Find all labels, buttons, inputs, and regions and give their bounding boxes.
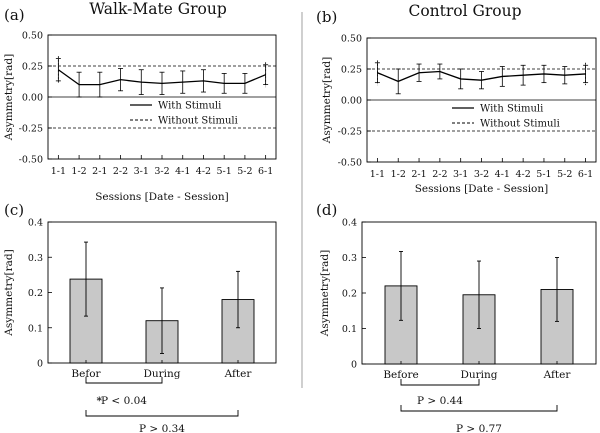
x-tick-label: 3-2 xyxy=(474,169,489,180)
panel-label: (c) xyxy=(4,201,24,219)
x-tick-label: 3-1 xyxy=(453,169,468,180)
comparison-label: P > 0.77 xyxy=(456,423,502,433)
x-tick-label: 2-1 xyxy=(411,169,426,180)
x-tick-label: 2-2 xyxy=(113,166,128,177)
x-tick-label: 2-1 xyxy=(92,166,107,177)
x-tick-label: 4-1 xyxy=(495,169,510,180)
chart-title: Walk-Mate Group xyxy=(89,0,227,18)
x-tick-label: 6-1 xyxy=(258,166,273,177)
comparison-bracket xyxy=(400,379,480,386)
x-tick-label: 5-1 xyxy=(217,166,232,177)
x-tick-label: 1-2 xyxy=(391,169,406,180)
x-tick-label: 5-2 xyxy=(237,166,252,177)
y-axis-label: Asymmetry[rad] xyxy=(319,250,331,337)
significance-star: * xyxy=(97,395,103,407)
x-tick-label: During xyxy=(143,368,180,380)
x-tick-label: 5-1 xyxy=(536,169,551,180)
y-tick-label: 0.4 xyxy=(342,218,357,229)
x-tick-label: After xyxy=(224,368,253,380)
y-tick-label: 0.50 xyxy=(22,31,43,42)
x-tick-label: 4-1 xyxy=(175,166,190,177)
x-axis-label: Sessions [Date - Session] xyxy=(95,191,229,203)
panel-label: (b) xyxy=(316,8,337,26)
x-tick-label: During xyxy=(460,369,497,381)
legend-label-without-stimuli: Without Stimuli xyxy=(480,119,560,130)
comparison-label: P > 0.34 xyxy=(139,423,185,433)
comparison-label: P > 0.44 xyxy=(417,395,463,407)
x-tick-label: After xyxy=(543,369,572,381)
y-tick-label: -0.50 xyxy=(19,155,43,166)
y-tick-label: -0.25 xyxy=(338,127,362,138)
y-axis-label: Asymmetry[rad] xyxy=(3,54,15,141)
x-tick-label: 4-2 xyxy=(515,169,530,180)
x-tick-label: 1-2 xyxy=(71,166,86,177)
y-tick-label: 0.50 xyxy=(341,34,362,45)
x-tick-label: Befor xyxy=(71,368,101,380)
panel-label: (d) xyxy=(316,201,337,219)
comparison-bracket xyxy=(85,410,239,417)
comparison-bracket xyxy=(85,377,163,384)
y-tick-label: 0.00 xyxy=(341,96,362,107)
legend-label-with-stimuli: With Stimuli xyxy=(480,104,543,115)
x-tick-label: 3-2 xyxy=(154,166,169,177)
comparison-bracket xyxy=(400,405,558,412)
y-tick-label: -0.25 xyxy=(19,124,43,135)
y-axis-label: Asymmetry[rad] xyxy=(3,249,15,336)
x-tick-label: 1-1 xyxy=(370,169,385,180)
x-tick-label: 6-1 xyxy=(578,169,593,180)
y-tick-label: 0.4 xyxy=(28,218,43,229)
y-tick-label: 0.1 xyxy=(342,324,357,335)
y-tick-label: 0.25 xyxy=(341,65,362,76)
legend-label-without-stimuli: Without Stimuli xyxy=(158,116,238,127)
y-axis-label: Asymmetry[rad] xyxy=(321,57,333,144)
y-tick-label: 0 xyxy=(37,359,43,370)
legend-label-with-stimuli: With Stimuli xyxy=(158,101,221,112)
y-tick-label: 0.25 xyxy=(22,62,43,73)
x-tick-label: 3-1 xyxy=(134,166,149,177)
y-tick-label: 0.2 xyxy=(342,289,357,300)
x-axis-label: Sessions [Date - Session] xyxy=(415,183,549,195)
y-tick-label: 0.3 xyxy=(342,253,357,264)
y-tick-label: -0.50 xyxy=(338,158,362,169)
x-tick-label: 5-2 xyxy=(557,169,572,180)
x-tick-label: 2-2 xyxy=(432,169,447,180)
x-tick-label: Before xyxy=(383,369,418,381)
y-tick-label: 0.1 xyxy=(28,323,43,334)
y-tick-label: 0.2 xyxy=(28,288,43,299)
y-tick-label: 0 xyxy=(351,360,357,371)
chart-title: Control Group xyxy=(408,2,521,20)
x-tick-label: 4-2 xyxy=(196,166,211,177)
y-tick-label: 0.00 xyxy=(22,93,43,104)
y-tick-label: 0.3 xyxy=(28,253,43,264)
x-tick-label: 1-1 xyxy=(51,166,66,177)
panel-label: (a) xyxy=(4,6,25,24)
comparison-label: P < 0.04 xyxy=(101,395,147,407)
